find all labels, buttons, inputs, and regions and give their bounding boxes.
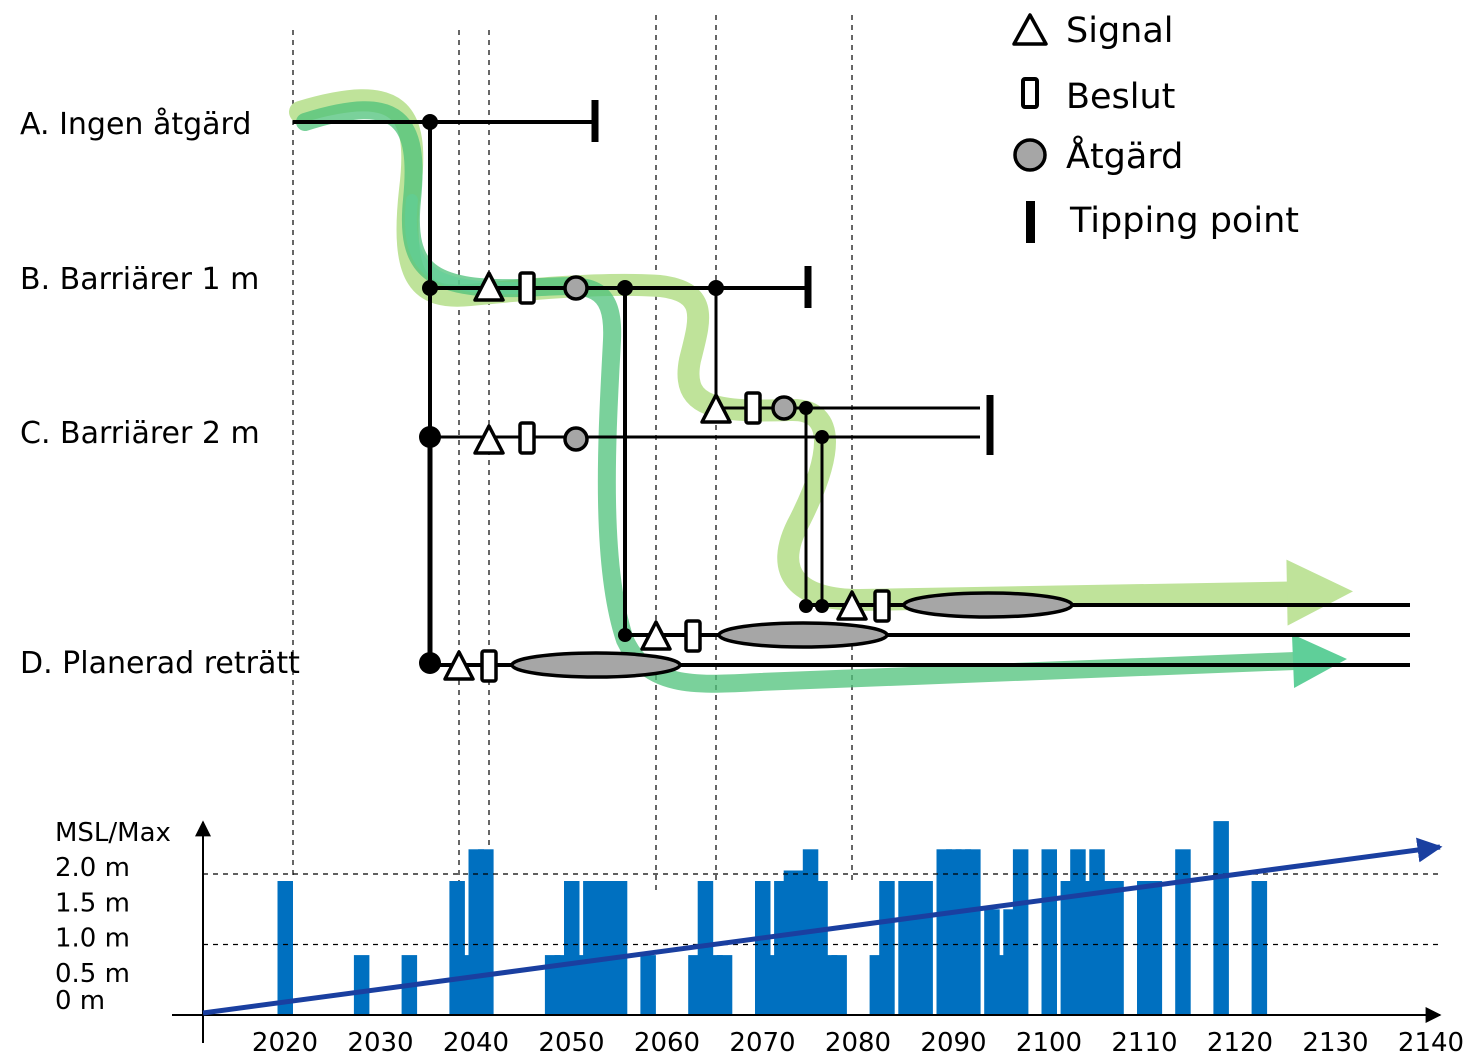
x-tick-labels: 2020 2030 2040 2050 2060 2070 2080 2090 2100 2110… [252, 1028, 1464, 1057]
signal-triangle-icon [836, 590, 868, 621]
bar-2092 [965, 849, 981, 1015]
x-tick-label: 2020 [252, 1028, 318, 1057]
bar-2083 [879, 881, 895, 1015]
bar-2111 [1146, 881, 1163, 1015]
junction [815, 599, 829, 613]
pathway-lines [293, 100, 1410, 667]
signals [443, 271, 868, 681]
bar-2122 [1251, 881, 1268, 1015]
legend-tipping-point-icon [1026, 201, 1035, 243]
x-tick-label: 2130 [1302, 1028, 1368, 1057]
signal-triangle-icon [473, 424, 505, 455]
y-tick-label: 2.0 m [55, 853, 130, 883]
time-guides [292, 15, 853, 910]
bar-2118 [1213, 821, 1229, 1015]
action-retreat-3 [902, 591, 1074, 619]
mid-pathway-band [405, 194, 526, 295]
junction [799, 401, 813, 415]
pathway-label-b: B. Barriärer 1 m [20, 262, 259, 297]
y-tick-label: 0.5 m [55, 959, 130, 989]
legend-signal-icon [1012, 13, 1048, 46]
pathway-bands [289, 89, 1353, 693]
junction [799, 599, 813, 613]
legend-signal-label: Signal [1066, 11, 1174, 51]
y-axis-label: MSL/Max [55, 818, 171, 848]
y-tick-label: 1.0 m [55, 924, 130, 954]
legend-action-label: Åtgärd [1066, 134, 1183, 177]
pathway-label-c: C. Barriärer 2 m [20, 416, 260, 451]
x-tick-label: 2140 [1398, 1028, 1464, 1057]
x-tick-label: 2100 [1016, 1028, 1082, 1057]
chart-bars [277, 821, 1268, 1016]
pathway-label-a: A. Ingen åtgärd [20, 107, 251, 142]
action-retreat-1 [510, 651, 682, 679]
x-tick-label: 2080 [825, 1028, 891, 1057]
decisions [480, 271, 891, 683]
decision-rect-icon [518, 271, 536, 305]
actions [563, 275, 797, 452]
bar-2107 [1108, 881, 1124, 1015]
x-tick-label: 2030 [347, 1028, 413, 1057]
junction [419, 426, 441, 448]
junction [815, 430, 829, 444]
junction [618, 628, 632, 642]
junction [617, 280, 633, 296]
sea-level-chart: MSL/Max 2.0 m 1.5 m 1.0 m 0.5 m0 m 2020 2030… [55, 818, 1464, 1057]
signal-triangle-icon [443, 650, 475, 681]
junction [422, 114, 438, 130]
legend: Signal Beslut Åtgärd Tipping point [1012, 11, 1299, 243]
x-tick-label: 2070 [729, 1028, 795, 1057]
dark-pathway-band [296, 101, 1347, 693]
decision-rect-icon [873, 589, 891, 623]
bar-2066 [716, 955, 733, 1015]
x-tick-label: 2050 [538, 1028, 604, 1057]
legend-tipping-label: Tipping point [1069, 201, 1299, 241]
bar-2058 [640, 955, 656, 1015]
decision-rect-icon [744, 391, 762, 425]
pathway-label-d: D. Planerad reträtt [20, 646, 300, 681]
bar-2055 [611, 881, 628, 1015]
junction-dots [419, 114, 829, 674]
junction [708, 280, 724, 296]
y-tick-label: 1.5 m [55, 888, 130, 918]
y-tick-label: 0 m [55, 986, 105, 1016]
y-tick-labels: 2.0 m 1.5 m 1.0 m 0.5 m0 m [55, 853, 130, 1016]
x-tick-label: 2090 [920, 1028, 986, 1057]
decision-rect-icon [518, 421, 536, 455]
signal-triangle-icon [640, 620, 672, 651]
trend-line [202, 837, 1443, 1016]
bar-2020 [277, 881, 293, 1015]
bar-2097 [1012, 849, 1029, 1015]
signal-triangle-icon [700, 393, 732, 424]
x-tick-label: 2110 [1111, 1028, 1177, 1057]
decision-rect-icon [480, 649, 498, 683]
bar-2078 [831, 955, 847, 1015]
bar-2028 [353, 955, 370, 1015]
x-tick-label: 2040 [443, 1028, 509, 1057]
junction [419, 652, 441, 674]
bar-2114 [1175, 849, 1191, 1015]
action-ellipses [510, 591, 1074, 679]
x-tick-label: 2120 [1207, 1028, 1273, 1057]
legend-action-icon [1013, 138, 1047, 172]
bar-2100 [1041, 849, 1057, 1015]
action-retreat-2 [717, 621, 889, 649]
signal-triangle-icon [473, 271, 505, 302]
junction [422, 280, 438, 296]
action-circle-icon [563, 275, 589, 301]
action-circle-icon [563, 426, 589, 452]
decision-rect-icon [684, 619, 702, 653]
bar-2087 [917, 881, 933, 1015]
action-circle-icon [771, 395, 797, 421]
x-tick-label: 2060 [634, 1028, 700, 1057]
legend-decision-label: Beslut [1066, 77, 1175, 117]
legend-decision-icon [1021, 77, 1039, 109]
